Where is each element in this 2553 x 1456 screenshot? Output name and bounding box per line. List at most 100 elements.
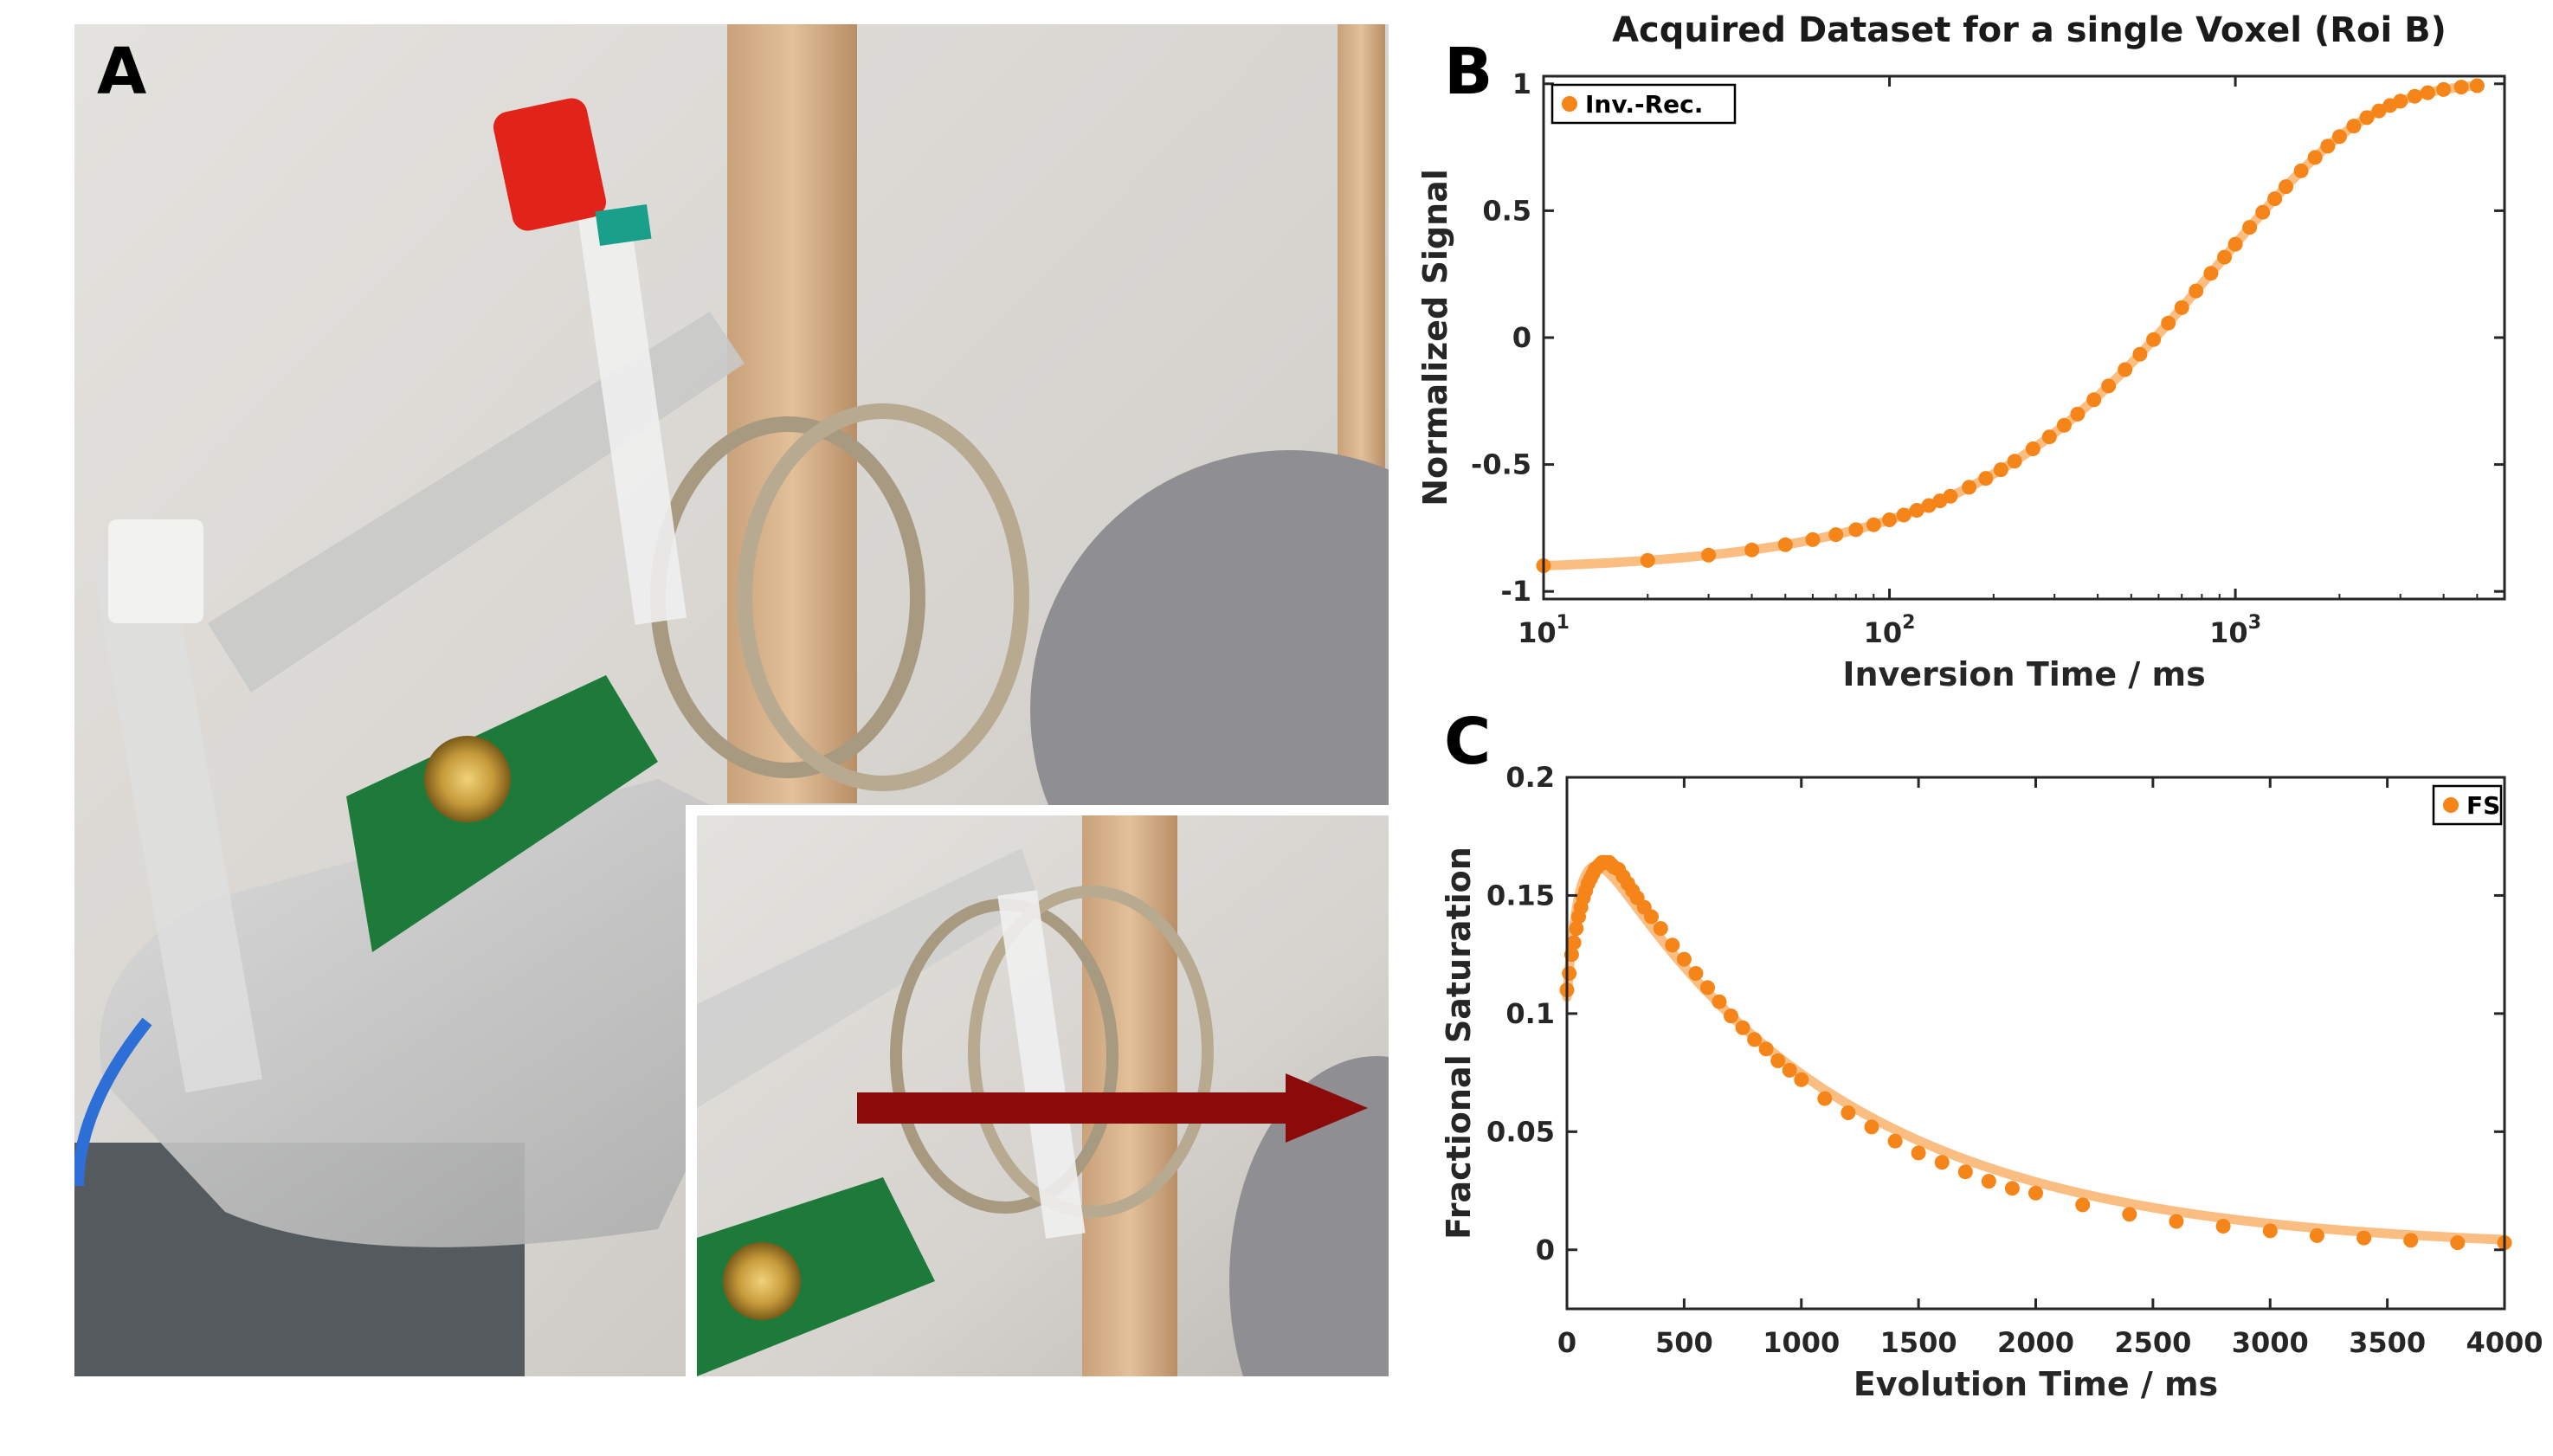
data-point [2217,249,2232,265]
x-tick-label: 3000 [2232,1326,2309,1359]
data-point [1921,498,1937,513]
data-point [2169,1214,2184,1229]
x-tick-label: 500 [1655,1326,1713,1359]
data-point [1569,921,1584,937]
data-point [2293,163,2309,178]
data-point [1934,1155,1950,1170]
x-tick-label: 2000 [1997,1326,2074,1359]
sample-tube [577,206,687,625]
inset-board [697,1177,935,1376]
data-point [1701,547,1717,563]
data-point [2070,406,2086,422]
fit-curve [1538,81,2482,570]
data-point [2122,1207,2137,1222]
data-point [2320,139,2336,154]
arrow-shaft [857,1092,1290,1124]
legend-box [1550,83,1737,125]
data-point [1909,503,1924,518]
data-point [2407,88,2422,104]
fit-curve [1562,860,2510,1245]
y-tick-label: 0.05 [1486,1115,1555,1148]
white-cap [108,519,203,623]
data-point [1817,1091,1833,1106]
data-point [1911,1145,1926,1161]
y-tick-label: 1 [1512,68,1531,100]
y-tick-label: 0.2 [1505,761,1555,794]
data-point [1566,935,1582,950]
data-point [2420,85,2435,100]
arrow-head [1286,1073,1368,1143]
panel-a-label: A [97,35,146,109]
x-tick-label: 1500 [1880,1326,1957,1359]
data-point [1981,1174,1996,1189]
data-point [2028,1185,2043,1201]
data-point [2132,346,2148,362]
y-tick-label: 0.15 [1486,879,1555,912]
chart-c: 0 500 1000 1500 2000 2500 3000 3500 4000 0 0.05 0.1… [1440,761,2543,1403]
y-tick-label: -0.5 [1471,448,1531,481]
data-point [1676,951,1692,967]
data-point [2189,283,2204,299]
brass-connector [424,736,511,822]
data-point [2086,392,2102,408]
inset-arm [697,848,1039,1108]
panel-c-label: C [1444,705,1491,779]
y-axis-label: Normalized Signal [1416,169,1454,506]
data-point [2025,441,2040,456]
data-point [2279,179,2293,195]
data-point [2174,300,2189,315]
data-point [1700,980,1715,995]
data-point [2371,103,2387,119]
zoomed-inset [686,805,1389,1376]
data-point [1735,1020,1750,1035]
data-point [2075,1197,2091,1213]
data-point [2101,378,2117,394]
x-axis-label: Inversion Time / ms [1842,655,2205,693]
data-point [1770,1053,1786,1068]
data-point [2056,417,2072,433]
data-point [2453,80,2469,95]
panel-b-label: B [1444,35,1492,109]
legend-marker [1562,96,1577,112]
data-point [1794,1072,1809,1087]
circuit-board [346,675,658,952]
data-point [1841,1105,1856,1120]
data-point [1747,1032,1763,1047]
data-point [1688,966,1704,981]
chart-b: 101 102 103 -1 -0.5 0 0.5 1 Inversion Time / ms N… [1416,68,2506,693]
x-axis-label: Evolution Time / ms [1854,1365,2218,1403]
data-point [2255,204,2271,220]
data-point [1724,1008,1738,1024]
data-point [1882,512,1897,527]
y-tick-label: 0 [1536,1234,1555,1266]
legend: Inv.-Rec. [1550,83,1737,125]
data-point [1943,488,1958,504]
data-point [1782,1062,1797,1078]
data-point [2267,191,2283,207]
data-point [2242,220,2258,235]
data-point [2436,81,2452,97]
x-tick-label: 101 [1518,612,1570,649]
data-point [1640,552,1655,568]
data-point [2041,429,2057,445]
data-point [1805,532,1821,547]
data-point [2203,266,2219,281]
x-tick-label: 1000 [1763,1326,1840,1359]
x-tick-label: 0 [1557,1326,1576,1359]
blue-cable [74,1017,152,1187]
data-point [1887,1133,1903,1149]
data-point [2215,1219,2231,1234]
inset-connector [723,1242,801,1320]
y-axis-label: Fractional Saturation [1440,847,1478,1240]
data-point [1957,1164,1973,1180]
data-point [2161,315,2176,331]
y-tick-label: 0 [1512,321,1531,354]
data-point [1644,909,1659,924]
data-point [2309,1227,2324,1243]
data-point [2469,78,2485,93]
x-tick-label: 102 [1864,612,1916,649]
photo-panel-a [74,24,1389,1376]
data-point [1744,542,1760,557]
data-point [2007,454,2022,469]
